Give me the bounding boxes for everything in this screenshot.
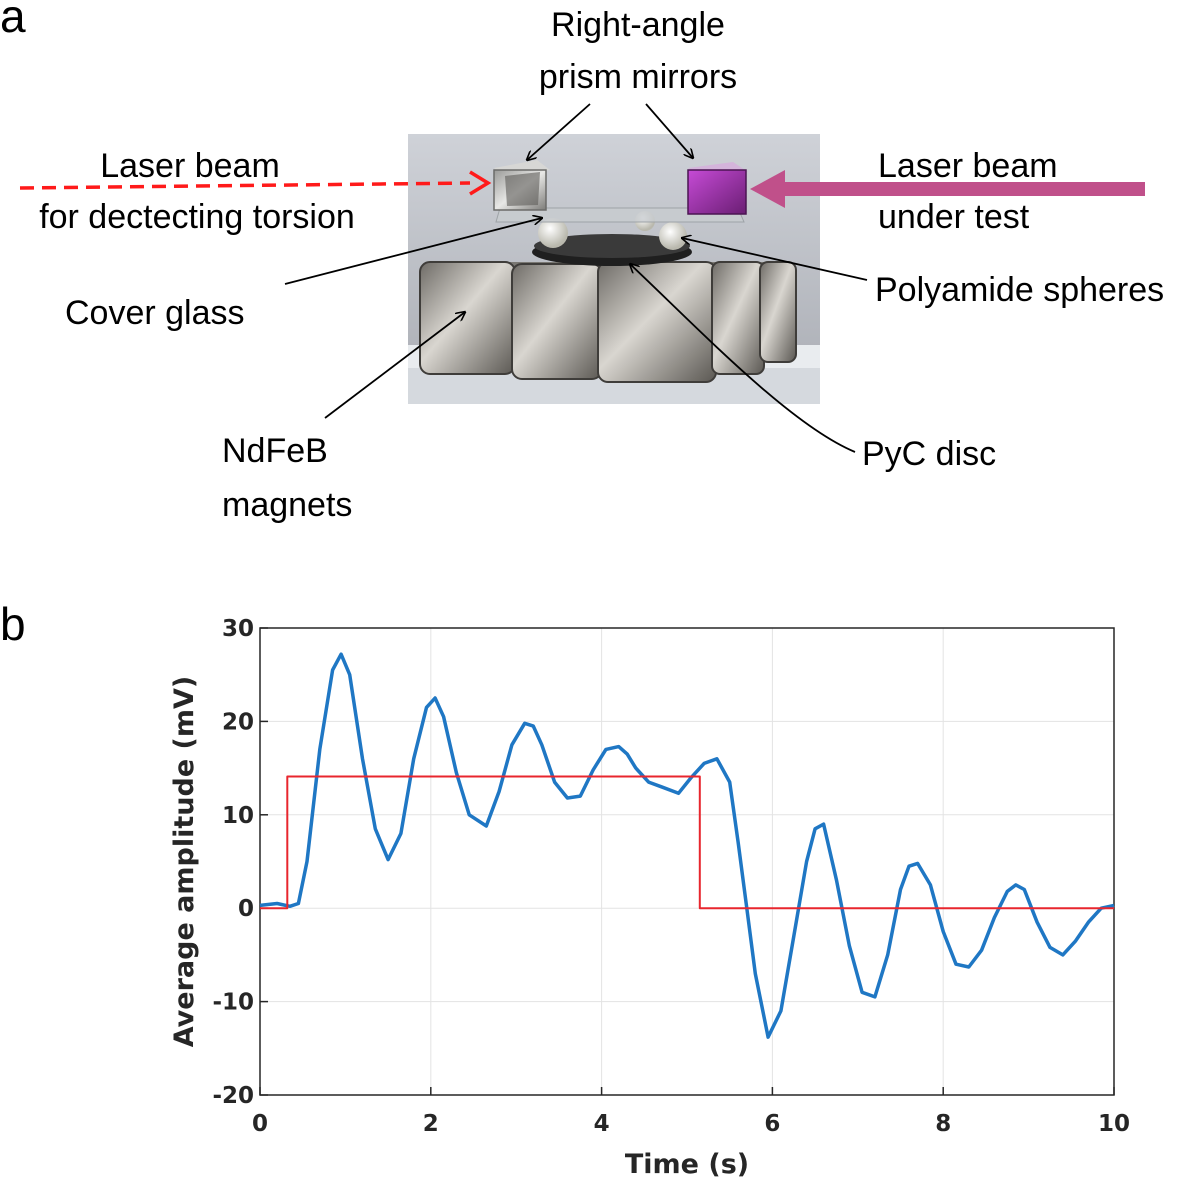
prism-label-line1: Right-angle xyxy=(551,6,725,44)
panel-a-letter: a xyxy=(0,0,26,42)
laser-test-label-line1: Laser beam xyxy=(878,147,1058,185)
panel-b-letter: b xyxy=(0,598,26,650)
pointer-arrows xyxy=(284,103,868,453)
y-axis-ticks: -20 -10 0 10 20 30 xyxy=(212,616,268,1109)
x-tick-label: 4 xyxy=(594,1111,610,1137)
detect-beam-dashed xyxy=(19,181,471,190)
setup-photo xyxy=(408,134,820,404)
laser-test-label-line2: under test xyxy=(878,198,1030,236)
x-tick-label: 10 xyxy=(1098,1111,1130,1137)
amplitude-series-line xyxy=(259,652,1115,1039)
x-axis-ticks: 0 2 4 6 8 10 xyxy=(252,1087,1130,1137)
polyamide-sphere xyxy=(538,218,568,248)
test-beam-arrowhead xyxy=(750,170,785,208)
step-series-line xyxy=(260,775,1114,910)
cover-glass xyxy=(495,207,745,223)
prism-mirror-clear xyxy=(493,160,550,211)
prism-label-line2: prism mirrors xyxy=(539,58,737,96)
magnets-label-line2: magnets xyxy=(222,486,352,524)
polyamide-sphere xyxy=(659,222,687,250)
y-tick-label: 10 xyxy=(222,803,254,829)
y-tick-label: -20 xyxy=(212,1083,254,1109)
detect-beam-arrowhead xyxy=(469,170,492,196)
polyamide-label: Polyamide spheres xyxy=(875,271,1164,309)
plot-frame xyxy=(259,627,1115,1096)
laser-detect-label-line1: Laser beam xyxy=(100,147,280,185)
y-axis-label: Average amplitude (mV) xyxy=(169,676,200,1048)
x-tick-label: 0 xyxy=(252,1111,268,1137)
cover-glass-label: Cover glass xyxy=(65,294,245,332)
ndfeb-magnets xyxy=(419,261,797,383)
y-tick-label: 20 xyxy=(222,709,254,735)
magnets-label-line1: NdFeB xyxy=(222,432,328,470)
x-tick-label: 6 xyxy=(764,1111,780,1137)
x-axis-label: Time (s) xyxy=(625,1149,749,1180)
amplitude-chart: 0 2 4 6 8 10 -20 -10 0 10 20 30 Time (s) Average a… xyxy=(169,616,1130,1180)
pyc-disc-label: PyC disc xyxy=(862,435,996,473)
laser-detect-label-line2: for dectecting torsion xyxy=(39,198,355,236)
y-tick-label: 30 xyxy=(222,616,254,642)
chart-series xyxy=(259,652,1115,1039)
x-tick-label: 2 xyxy=(423,1111,439,1137)
x-tick-label: 8 xyxy=(935,1111,951,1137)
prism-mirror-pink xyxy=(687,162,748,215)
y-tick-label: -10 xyxy=(212,990,254,1016)
chart-grid xyxy=(259,627,1115,1096)
y-tick-label: 0 xyxy=(238,896,254,922)
